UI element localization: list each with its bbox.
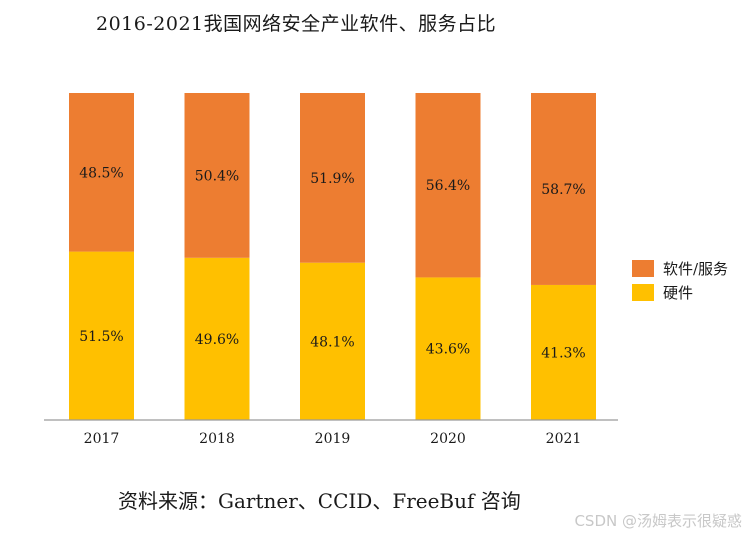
legend-item-software-service: 软件/服务 bbox=[632, 256, 728, 280]
legend-swatch-hardware bbox=[632, 283, 654, 301]
x-tick-label-2018: 2018 bbox=[199, 431, 235, 447]
data-label-software-service-2020: 56.4% bbox=[426, 178, 470, 194]
bar-software-service-2019 bbox=[300, 93, 365, 263]
x-tick-label-2019: 2019 bbox=[315, 431, 351, 447]
bar-hardware-2020 bbox=[415, 277, 481, 420]
legend-swatch-software-service bbox=[632, 259, 654, 277]
bar-hardware-2019 bbox=[300, 262, 365, 420]
bar-hardware-2021 bbox=[531, 284, 596, 420]
bar-software-service-2017 bbox=[69, 93, 134, 252]
bar-hardware-2018 bbox=[184, 257, 250, 420]
bar-software-service-2021 bbox=[531, 93, 596, 285]
legend-label-hardware: 硬件 bbox=[663, 283, 694, 302]
data-label-software-service-2021: 58.7% bbox=[541, 182, 585, 198]
legend: 软件/服务 硬件 bbox=[632, 256, 728, 304]
data-label-software-service-2018: 50.4% bbox=[195, 168, 239, 184]
data-label-hardware-2018: 49.6% bbox=[195, 332, 239, 348]
bar-software-service-2020 bbox=[415, 93, 481, 278]
data-label-hardware-2019: 48.1% bbox=[310, 334, 354, 350]
data-label-hardware-2017: 51.5% bbox=[79, 329, 123, 345]
source-note: 资料来源：Gartner、CCID、FreeBuf 咨询 bbox=[118, 489, 521, 513]
chart-title: 2016-2021我国网络安全产业软件、服务占比 bbox=[96, 13, 497, 35]
bar-software-service-2018 bbox=[184, 93, 250, 258]
watermark: CSDN @汤姆表示很疑惑 bbox=[574, 512, 742, 530]
data-label-software-service-2017: 48.5% bbox=[79, 165, 123, 181]
data-label-hardware-2020: 43.6% bbox=[426, 342, 470, 358]
x-tick-label-2017: 2017 bbox=[84, 431, 120, 447]
data-label-hardware-2021: 41.3% bbox=[541, 345, 585, 361]
legend-label-software-service: 软件/服务 bbox=[663, 259, 729, 278]
legend-item-hardware: 硬件 bbox=[632, 280, 728, 304]
x-tick-label-2020: 2020 bbox=[430, 431, 466, 447]
data-label-software-service-2019: 51.9% bbox=[310, 171, 354, 187]
bar-hardware-2017 bbox=[69, 251, 134, 420]
x-tick-label-2021: 2021 bbox=[546, 431, 582, 447]
